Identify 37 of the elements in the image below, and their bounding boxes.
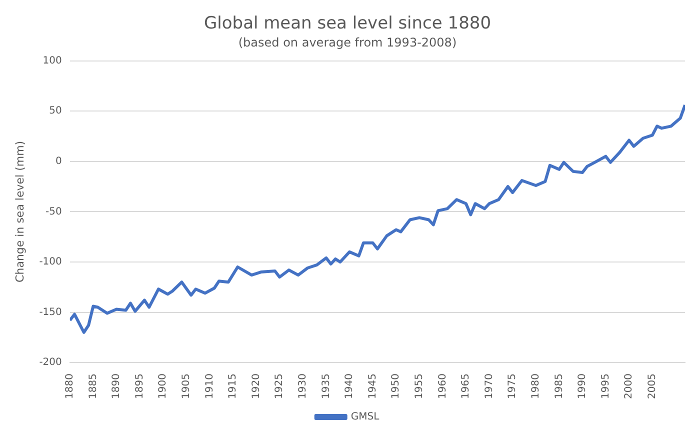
y-tick-label: -200: [39, 357, 62, 368]
x-tick-label: 1920: [250, 374, 262, 400]
x-tick-label: 1965: [460, 374, 472, 400]
x-tick-label: 1925: [274, 374, 286, 400]
x-tick-label: 1985: [554, 374, 565, 400]
y-tick-label: -50: [46, 206, 62, 218]
y-axis-title: Change in sea level (mm): [13, 140, 26, 282]
y-tick-label: -100: [39, 256, 62, 268]
x-tick-label: 2005: [646, 374, 658, 400]
x-tick-label: 1935: [320, 374, 332, 400]
x-tick-label: 1955: [414, 374, 425, 400]
x-tick-label: 1945: [367, 374, 378, 400]
x-tick-label: 1980: [530, 374, 542, 400]
y-tick-label: 100: [42, 55, 62, 66]
x-tick-label: 1890: [111, 374, 122, 400]
chart-subtitle: (based on average from 1993-2008): [238, 36, 457, 50]
x-tick-label: 1905: [180, 374, 192, 400]
x-tick-label: 1950: [390, 374, 402, 400]
x-tick-label: 1915: [228, 374, 239, 400]
x-tick-label: 1930: [297, 374, 308, 400]
y-tick-label: 0: [56, 156, 62, 167]
x-tick-label: 1975: [507, 374, 518, 400]
x-tick-label: 1990: [577, 374, 588, 400]
x-tick-label: 2000: [624, 374, 635, 400]
x-tick-label: 1880: [64, 374, 76, 400]
legend-label: GMSL: [350, 412, 380, 423]
x-tick-label: 1900: [158, 374, 169, 400]
x-tick-label: 1940: [344, 374, 356, 400]
y-tick-label: 50: [49, 106, 62, 117]
x-tick-label: 1895: [134, 374, 146, 400]
chart-title: Global mean sea level since 1880: [204, 14, 492, 34]
x-tick-label: 1960: [437, 374, 448, 400]
x-tick-label: 1995: [600, 374, 612, 400]
y-tick-label: -150: [39, 306, 62, 318]
x-tick-label: 1970: [484, 374, 495, 400]
x-tick-label: 1885: [88, 374, 99, 400]
x-tick-label: 1910: [204, 374, 216, 400]
